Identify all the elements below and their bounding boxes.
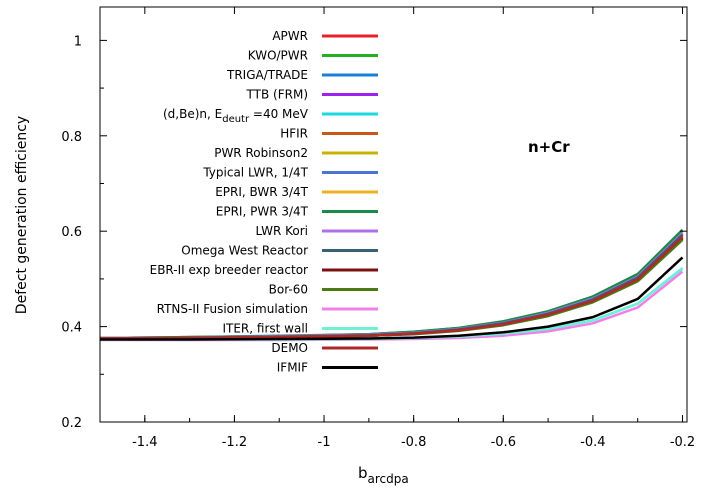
legend-label: Omega West Reactor	[181, 244, 308, 258]
x-tick-label: -1.4	[132, 435, 157, 450]
legend-label: TRIGA/TRADE	[226, 68, 308, 82]
y-tick-label: 0.4	[61, 321, 82, 336]
legend-label: DEMO	[271, 341, 308, 355]
x-tick-label: -0.8	[401, 435, 426, 450]
legend-label: (d,Be)n, Edeutr =40 MeV	[163, 107, 309, 125]
chart-annotation: n+Cr	[528, 138, 570, 156]
legend-label: Typical LWR, 1/4T	[202, 166, 308, 180]
x-tick-label: -1	[318, 435, 331, 450]
y-tick-label: 1	[74, 34, 82, 49]
x-tick-label: -0.4	[580, 435, 605, 450]
legend-label: EBR-II exp breeder reactor	[150, 263, 308, 277]
series-lines	[99, 228, 684, 342]
legend-label: IFMIF	[277, 361, 308, 375]
x-axis-label: barcdpa	[358, 464, 409, 486]
x-tick-label: -1.2	[222, 435, 247, 450]
y-tick-label: 0.6	[61, 225, 82, 240]
x-axis-label-sub: arcdpa	[368, 472, 409, 486]
legend-label: LWR Kori	[256, 224, 308, 238]
y-tick-label: 0.8	[61, 130, 82, 145]
x-tick-label: -0.2	[670, 435, 695, 450]
legend-label: HFIR	[280, 127, 308, 141]
legend: APWR KWO/PWR TRIGA/TRADE TTB (FRM) (d,Be)n, …	[150, 29, 378, 375]
plot-frame	[99, 6, 688, 423]
y-axis-label: Defect generation efficiency	[14, 116, 30, 314]
series-line-17	[100, 256, 684, 341]
legend-label: RTNS-II Fusion simulation	[157, 302, 308, 316]
legend-label: APWR	[272, 29, 308, 43]
legend-label: KWO/PWR	[248, 49, 308, 63]
x-axis-label-main: b	[358, 464, 368, 482]
x-tick-label: -0.6	[491, 435, 516, 450]
series-line-16	[99, 235, 684, 340]
legend-label: Bor-60	[269, 283, 308, 297]
y-tick-label: 0.2	[61, 416, 82, 431]
legend-label: EPRI, BWR 3/4T	[215, 185, 308, 199]
axis-ticks: -1.4 -1.2 -1 -0.8 -0.6 -0.4 -0.2 0.2 0.4 0.6 0.8 1	[61, 7, 695, 450]
legend-label: ITER, first wall	[222, 322, 308, 336]
legend-label: EPRI, PWR 3/4T	[216, 205, 309, 219]
legend-label: TTB (FRM)	[246, 88, 308, 102]
legend-label: PWR Robinson2	[214, 146, 308, 160]
